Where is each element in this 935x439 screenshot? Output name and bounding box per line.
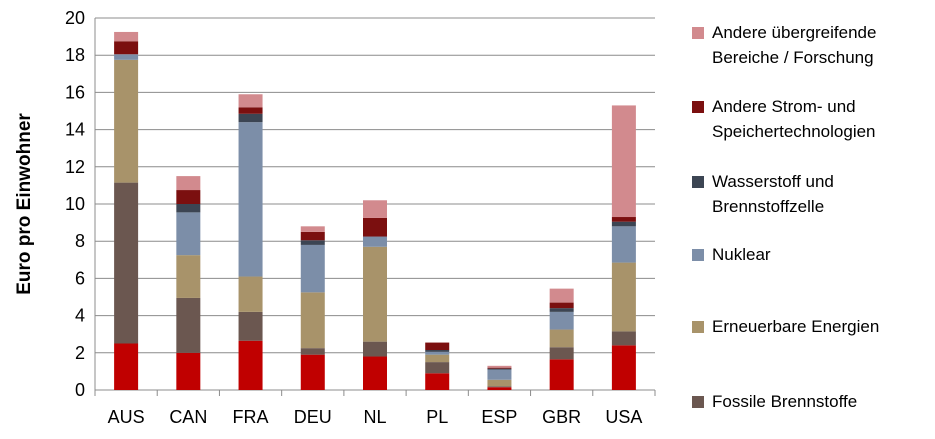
y-tick-label: 8	[75, 231, 85, 251]
bar-segment	[611, 226, 636, 263]
bar-segment	[549, 329, 574, 348]
bar-segment	[300, 240, 325, 245]
bar-segment	[238, 311, 263, 341]
legend-label: Wasserstoff und	[712, 172, 834, 191]
bar-segment	[363, 236, 387, 247]
bar-segment	[238, 340, 263, 390]
bar-segment	[300, 231, 325, 241]
legend-swatch	[692, 249, 704, 261]
y-tick-label: 0	[75, 380, 85, 400]
bar-segment	[549, 302, 574, 309]
bar-segment	[549, 311, 574, 330]
y-axis-label: Euro pro Einwohner	[14, 113, 35, 295]
legend-swatch	[692, 321, 704, 333]
bar-segment	[238, 94, 263, 108]
bar-segment	[176, 255, 201, 298]
legend-swatch	[692, 396, 704, 408]
bar-segment	[238, 113, 263, 123]
bar-segment	[487, 367, 512, 369]
bar-segment	[114, 54, 139, 60]
x-tick-label: CAN	[169, 407, 207, 427]
y-tick-label: 10	[65, 194, 85, 214]
legend-label: Speichertechnologien	[712, 122, 876, 141]
bar-segment	[176, 204, 201, 213]
bar-segment	[487, 365, 512, 368]
bar-segment	[487, 386, 512, 388]
y-tick-label: 16	[65, 82, 85, 102]
bar-segment	[114, 182, 139, 344]
bar-segment	[425, 354, 450, 363]
y-tick-label: 2	[75, 343, 85, 363]
x-tick-label: PL	[426, 407, 448, 427]
x-tick-label: NL	[363, 407, 386, 427]
bar-segment	[611, 262, 636, 332]
bar-segment	[425, 342, 450, 351]
y-tick-label: 4	[75, 306, 85, 326]
bar-segment	[549, 347, 574, 360]
legend-label: Andere übergreifende	[712, 23, 876, 42]
legend-swatch	[692, 176, 704, 188]
legend-label: Brennstoffzelle	[712, 197, 824, 216]
bar-segment	[363, 356, 387, 390]
x-tick-label: FRA	[233, 407, 269, 427]
y-tick-label: 12	[65, 157, 85, 177]
bar-segment	[487, 379, 512, 387]
x-tick-label: AUS	[108, 407, 145, 427]
bar-segment	[425, 362, 450, 374]
bar-segment	[363, 217, 387, 237]
x-tick-label: DEU	[294, 407, 332, 427]
legend-swatch	[692, 27, 704, 39]
bar-segment	[176, 176, 201, 191]
bar-segment	[300, 244, 325, 293]
bar-segment	[300, 292, 325, 349]
x-tick-label: GBR	[542, 407, 581, 427]
y-tick-label: 18	[65, 45, 85, 65]
bar-segment	[611, 217, 636, 222]
legend-label: Fossile Brennstoffe	[712, 392, 857, 411]
legend-label: Erneuerbare Energien	[712, 317, 879, 336]
bar-segment	[611, 331, 636, 346]
bar-segment	[611, 221, 636, 227]
bar-segment	[300, 226, 325, 232]
bar-segment	[300, 354, 325, 390]
bar-segment	[425, 373, 450, 390]
legend-label: Andere Strom- und	[712, 97, 856, 116]
bar-segment	[425, 350, 450, 352]
bar-segment	[549, 288, 574, 303]
x-tick-label: USA	[605, 407, 642, 427]
bar-segment	[487, 387, 512, 390]
bar-segment	[611, 345, 636, 390]
bar-segment	[176, 352, 201, 390]
bar-segment	[611, 105, 636, 218]
y-tick-label: 20	[65, 8, 85, 28]
bar-segment	[176, 212, 201, 256]
x-tick-label: ESP	[481, 407, 517, 427]
bar-segment	[487, 368, 512, 370]
bar-segment	[114, 343, 139, 390]
bar-segment	[363, 246, 387, 342]
bar-segment	[238, 276, 263, 312]
bar-segment	[425, 351, 450, 355]
bar-segment	[114, 31, 139, 42]
y-tick-label: 14	[65, 120, 85, 140]
bar-segment	[114, 41, 139, 55]
bar-segment	[176, 297, 201, 353]
y-tick-label: 6	[75, 268, 85, 288]
legend-swatch	[692, 101, 704, 113]
bar-segment	[549, 308, 574, 312]
bar-segment	[238, 122, 263, 277]
legend-label: Nuklear	[712, 245, 771, 264]
bar-segment	[549, 359, 574, 390]
bar-segment	[176, 190, 201, 204]
legend-label: Bereiche / Forschung	[712, 48, 874, 67]
bar-segment	[363, 200, 387, 218]
bar-segment	[487, 369, 512, 380]
bar-segment	[238, 107, 263, 114]
bar-segment	[114, 59, 139, 183]
bar-segment	[300, 348, 325, 355]
bar-segment	[363, 341, 387, 357]
